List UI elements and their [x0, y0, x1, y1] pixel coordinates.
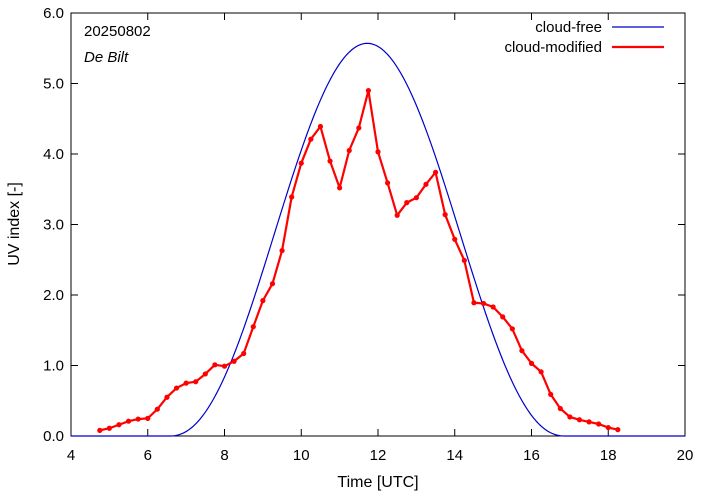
x-axis-title: Time [UTC]	[337, 474, 418, 491]
y-tick-label: 5.0	[43, 76, 64, 93]
data-point-cloud-modified	[241, 350, 247, 357]
data-point-cloud-modified	[480, 300, 487, 307]
y-axis-title: UV index [-]	[6, 182, 23, 266]
x-tick-label: 8	[220, 447, 228, 464]
data-point-cloud-modified	[317, 123, 324, 130]
data-point-cloud-modified	[337, 185, 343, 191]
data-point-cloud-modified	[365, 87, 372, 94]
x-tick-label: 14	[446, 447, 463, 464]
legend-label-cloud-free: cloud-free	[535, 19, 602, 36]
data-point-cloud-modified	[221, 363, 228, 369]
data-point-cloud-modified	[202, 371, 208, 377]
y-tick-label: 2.0	[43, 287, 64, 304]
station-annotation: De Bilt	[84, 49, 129, 66]
data-point-cloud-modified	[269, 281, 276, 287]
plot-frame	[70, 12, 686, 437]
series-layer	[71, 42, 685, 437]
data-point-cloud-modified	[154, 406, 160, 412]
legend-label-cloud-modified: cloud-modified	[504, 39, 602, 56]
x-tick-label: 10	[293, 447, 310, 464]
x-tick-label: 18	[600, 447, 617, 464]
data-point-cloud-modified	[423, 181, 429, 187]
data-point-cloud-modified	[173, 385, 180, 391]
y-tick-label: 4.0	[43, 146, 64, 163]
data-point-cloud-modified	[490, 304, 496, 310]
x-tick-label: 4	[67, 447, 75, 464]
data-point-cloud-modified	[394, 212, 400, 218]
y-tick-label: 3.0	[43, 217, 64, 234]
axis-ticks: 4 6 8 10 12 14 16 18 20 0.0 1.0 2.0 3.0 4.0 5.0 6.0	[43, 5, 693, 464]
data-point-cloud-modified	[231, 358, 237, 364]
data-point-cloud-modified	[500, 314, 506, 320]
data-point-cloud-modified	[548, 391, 554, 398]
data-point-cloud-modified	[442, 212, 448, 218]
data-point-cloud-modified	[125, 418, 132, 424]
data-point-cloud-modified	[164, 394, 170, 400]
data-point-cloud-modified	[404, 200, 410, 206]
data-point-cloud-modified	[557, 405, 563, 412]
data-point-cloud-modified	[461, 257, 467, 264]
legend: cloud-free cloud-modified	[504, 19, 664, 56]
x-tick-label: 12	[370, 447, 387, 464]
data-point-cloud-modified	[452, 236, 458, 242]
data-point-cloud-modified	[519, 348, 525, 354]
x-tick-label: 6	[144, 447, 152, 464]
data-point-cloud-modified	[375, 149, 381, 155]
data-point-cloud-modified	[432, 169, 439, 175]
y-tick-label: 6.0	[43, 5, 64, 22]
date-annotation: 20250802	[84, 23, 151, 40]
data-point-cloud-modified	[471, 300, 477, 306]
data-point-cloud-modified	[576, 417, 583, 423]
data-point-cloud-modified	[346, 147, 352, 154]
data-point-cloud-modified	[260, 298, 266, 304]
data-point-cloud-modified	[586, 419, 592, 425]
y-tick-label: 0.0	[43, 428, 64, 445]
data-point-cloud-modified	[183, 380, 189, 386]
x-tick-label: 16	[523, 447, 540, 464]
data-point-cloud-modified	[298, 160, 304, 166]
data-point-cloud-modified	[538, 369, 544, 375]
data-point-cloud-modified	[308, 136, 314, 142]
data-point-cloud-modified	[135, 416, 141, 422]
data-point-cloud-modified	[605, 424, 611, 431]
data-point-cloud-modified	[384, 180, 391, 186]
data-point-cloud-modified	[356, 125, 362, 131]
data-point-cloud-modified	[327, 158, 333, 164]
data-point-cloud-modified	[596, 421, 602, 427]
data-point-cloud-modified	[145, 415, 151, 421]
data-point-cloud-modified	[567, 414, 573, 420]
y-tick-label: 1.0	[43, 358, 64, 375]
data-point-cloud-modified	[413, 195, 419, 201]
data-point-cloud-modified	[615, 427, 621, 433]
data-point-cloud-modified	[289, 194, 295, 200]
data-point-cloud-modified	[509, 326, 515, 332]
data-point-cloud-modified	[106, 425, 112, 431]
data-point-cloud-modified	[279, 247, 285, 254]
data-point-cloud-modified	[116, 422, 122, 428]
x-tick-label: 20	[677, 447, 694, 464]
data-point-cloud-modified	[250, 324, 256, 330]
series-line-cloud-modified	[99, 89, 619, 432]
data-point-cloud-modified	[528, 360, 535, 366]
data-point-cloud-modified	[193, 379, 199, 385]
data-point-cloud-modified	[212, 362, 218, 368]
series-line-cloud-free	[71, 42, 685, 437]
data-point-cloud-modified	[97, 427, 103, 433]
